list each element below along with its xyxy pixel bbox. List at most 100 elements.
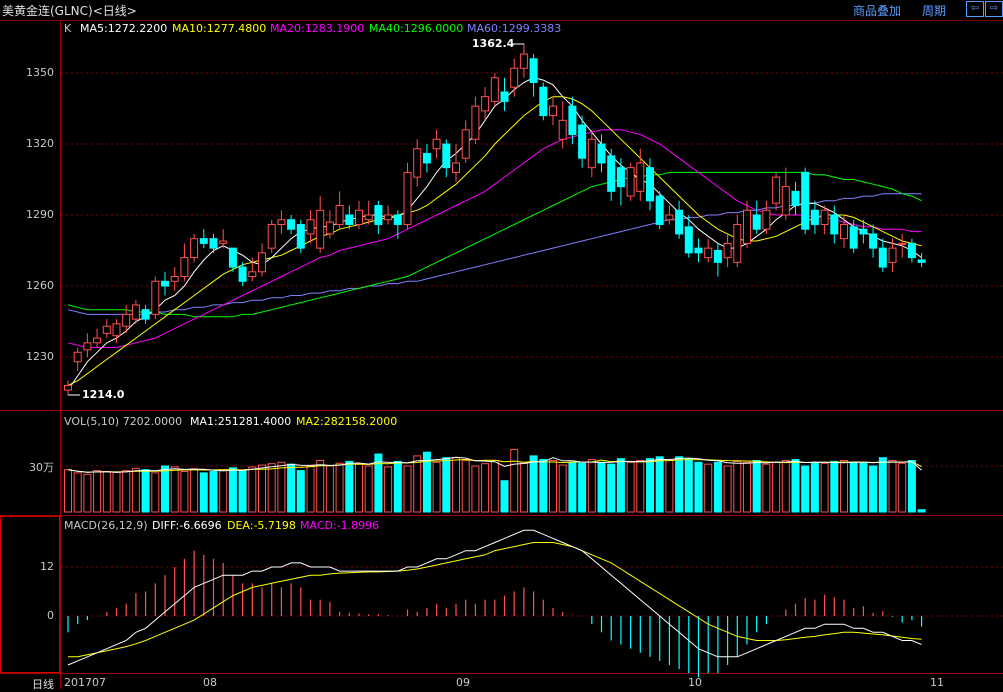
candle-body: [325, 221, 334, 235]
volume-bar: [684, 458, 693, 513]
candle-body: [684, 226, 693, 254]
volume-bar: [296, 470, 305, 513]
period-button[interactable]: 周期: [922, 4, 947, 18]
volume-bar: [597, 461, 606, 513]
volume-bar: [432, 461, 441, 513]
candle-body: [180, 257, 189, 278]
overlay-button[interactable]: 商品叠加: [853, 4, 902, 18]
candle-body: [859, 228, 868, 235]
candle-body: [393, 214, 402, 225]
ma20-line: [67, 129, 922, 348]
volume-bar: [384, 466, 393, 513]
volume-bar: [306, 465, 315, 513]
candle-body: [626, 167, 635, 197]
volume-bar: [422, 451, 431, 513]
macd-y-tick: 12: [40, 560, 54, 573]
candle-body: [743, 209, 751, 244]
x-tick-label: 09: [456, 676, 470, 689]
volume-bar: [277, 461, 286, 513]
volume-bar: [345, 460, 354, 513]
candle-body: [258, 252, 266, 273]
candle-body: [93, 337, 102, 344]
candle-body: [616, 167, 625, 188]
candle-body: [772, 176, 781, 204]
candle-body: [374, 205, 383, 225]
macd-side-box: [0, 516, 60, 673]
macd-y-tick: 0: [47, 609, 54, 622]
y-tick-label: 1230: [26, 350, 54, 363]
candle-body: [519, 53, 528, 69]
candle-body: [238, 266, 247, 282]
candle-body: [801, 171, 810, 230]
candle-body: [355, 209, 363, 225]
volume-bar: [801, 465, 810, 513]
candle-body: [539, 86, 548, 117]
candle-body: [403, 171, 412, 225]
candle-body: [364, 214, 373, 221]
candle-body: [277, 219, 286, 225]
volume-bars: [64, 448, 926, 513]
high-marker-label: 1362.4: [471, 37, 515, 50]
candle-body: [568, 105, 577, 136]
nav-prev-icon[interactable]: ⇦: [966, 1, 984, 17]
volume-bar: [364, 465, 373, 513]
instrument-title: 美黄金连(GLNC)<日线>: [2, 4, 137, 18]
candle-body: [141, 309, 150, 320]
volume-bar: [849, 461, 858, 513]
volume-bar: [694, 461, 703, 513]
volume-bar: [374, 453, 383, 513]
candle-body: [869, 233, 878, 249]
volume-bar: [733, 460, 742, 513]
macd-dea-legend: DEA:-5.7198: [227, 519, 296, 532]
volume-bar: [219, 469, 228, 513]
candle-body: [704, 247, 713, 259]
candle-body: [335, 205, 344, 225]
volume-bar: [161, 465, 169, 513]
volume-bar: [888, 459, 897, 513]
candle-body: [781, 186, 790, 216]
gridlines: [61, 72, 1003, 617]
candle-body: [73, 351, 82, 363]
x-tick-label: 10: [688, 676, 702, 689]
candle-body: [64, 384, 72, 391]
volume-bar: [781, 459, 790, 513]
volume-bar: [539, 459, 548, 513]
ma60-line: [67, 193, 922, 315]
volume-bar: [258, 464, 266, 513]
y-tick-label: 1260: [26, 279, 54, 292]
candle-body: [675, 209, 684, 235]
x-tick-label: 11: [930, 676, 944, 689]
volume-bar: [510, 448, 519, 513]
y-tick-label: 1350: [26, 66, 54, 79]
volume-bar: [772, 461, 781, 513]
volume-bar: [141, 469, 150, 513]
diff-line: [67, 529, 922, 666]
volume-ma-lines: [67, 456, 922, 473]
volume-bar: [665, 459, 674, 513]
candle-body: [733, 223, 742, 263]
candlesticks: [64, 43, 926, 395]
candle-body: [306, 219, 315, 235]
candle-body: [810, 209, 819, 225]
candle-body: [316, 209, 325, 249]
volume-bar: [199, 472, 208, 513]
volume-bar: [471, 465, 480, 513]
volume-bar: [461, 459, 470, 513]
candle-body: [151, 280, 160, 315]
candle-body: [413, 148, 422, 178]
volume-bar: [840, 459, 848, 513]
ma40-legend: MA40:1296.0000: [369, 22, 464, 35]
volume-bar: [413, 455, 422, 513]
candle-body: [122, 313, 131, 327]
volume-bar: [248, 466, 257, 513]
candle-body: [655, 195, 664, 225]
volume-bar: [723, 465, 732, 513]
candle-body: [830, 214, 839, 235]
moving-average-lines: [67, 77, 922, 391]
volume-bar: [655, 456, 664, 513]
candle-body: [102, 325, 111, 334]
candle-body: [131, 304, 140, 320]
candle-body: [636, 162, 645, 192]
candle-body: [549, 105, 557, 117]
